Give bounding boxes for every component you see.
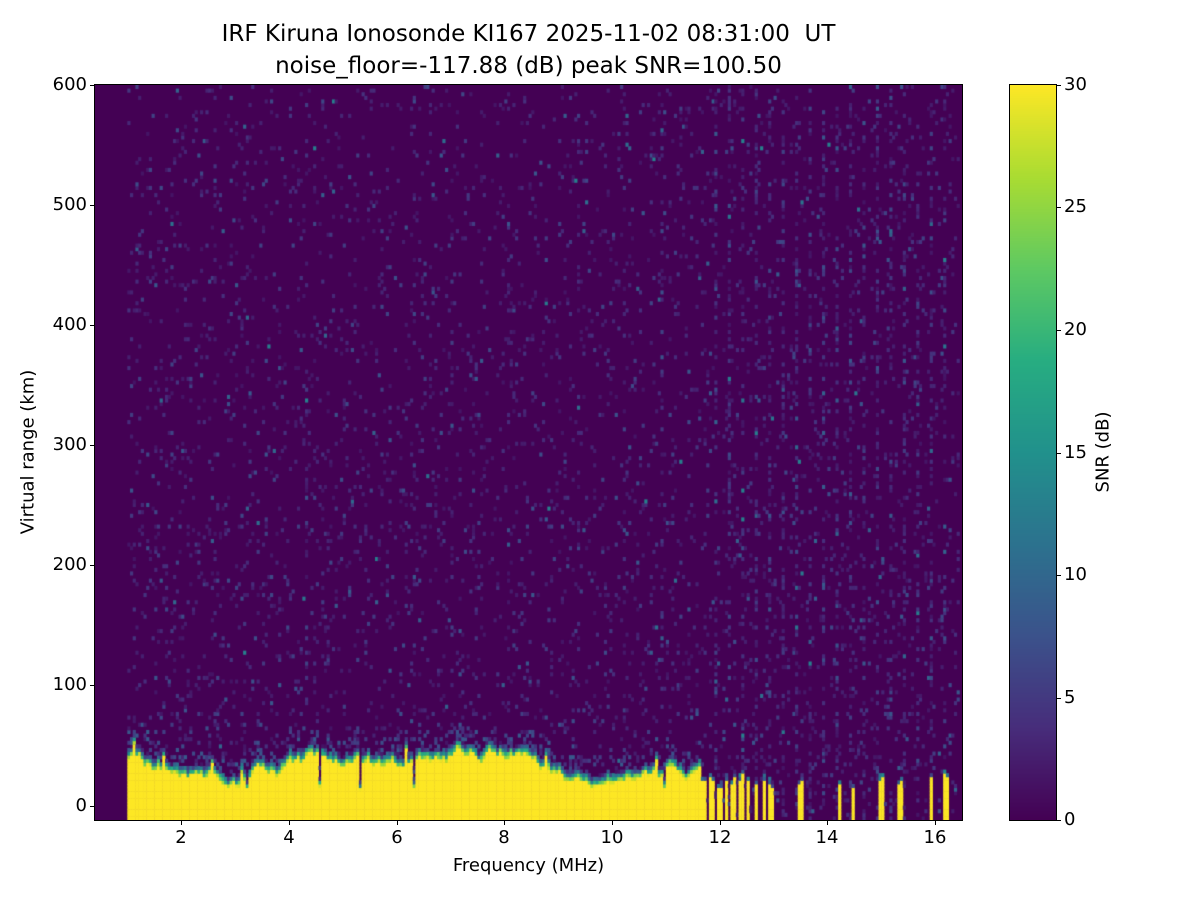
chart-title-block: IRF Kiruna Ionosonde KI167 2025-11-02 08… [95, 18, 962, 82]
x-tick-mark [289, 821, 290, 825]
y-tick-mark [90, 445, 94, 446]
y-tick-label: 600 [52, 74, 87, 95]
x-tick-label: 10 [600, 827, 624, 848]
y-tick-mark [90, 806, 94, 807]
ionogram-heatmap [94, 84, 963, 821]
x-tick-mark [827, 821, 828, 825]
colorbar-tick-label: 20 [1064, 319, 1087, 340]
y-axis-label: Virtual range (km) [17, 369, 39, 535]
colorbar-label: SNR (dB) [1092, 411, 1114, 493]
y-tick-label: 0 [75, 795, 87, 816]
x-tick-mark [397, 821, 398, 825]
x-tick-label: 4 [283, 827, 295, 848]
x-tick-mark [612, 821, 613, 825]
colorbar-tick-mark [1057, 453, 1061, 454]
x-tick-mark [720, 821, 721, 825]
y-tick-label: 400 [52, 314, 87, 335]
x-tick-label: 16 [923, 827, 947, 848]
x-tick-label: 8 [498, 827, 510, 848]
colorbar-tick-label: 30 [1064, 74, 1087, 95]
x-tick-label: 6 [391, 827, 403, 848]
x-tick-label: 2 [175, 827, 187, 848]
colorbar-tick-mark [1057, 207, 1061, 208]
y-tick-mark [90, 325, 94, 326]
y-tick-mark [90, 565, 94, 566]
y-tick-label: 100 [52, 674, 87, 695]
y-tick-mark [90, 685, 94, 686]
colorbar-tick-label: 0 [1064, 809, 1076, 830]
colorbar-tick-label: 5 [1064, 687, 1076, 708]
colorbar-tick-label: 10 [1064, 564, 1087, 585]
colorbar-tick-mark [1057, 820, 1061, 821]
colorbar-tick-label: 25 [1064, 196, 1087, 217]
y-tick-mark [90, 205, 94, 206]
x-axis-label: Frequency (MHz) [452, 855, 605, 876]
chart-subtitle: noise_floor=-117.88 (dB) peak SNR=100.50 [275, 53, 782, 79]
y-tick-label: 500 [52, 194, 87, 215]
y-tick-mark [90, 85, 94, 86]
y-tick-label: 200 [52, 554, 87, 575]
x-tick-mark [935, 821, 936, 825]
colorbar-gradient [1009, 84, 1057, 821]
colorbar-tick-label: 15 [1064, 442, 1087, 463]
colorbar-tick-mark [1057, 575, 1061, 576]
x-tick-label: 14 [815, 827, 839, 848]
x-tick-mark [181, 821, 182, 825]
colorbar-tick-mark [1057, 330, 1061, 331]
y-tick-label: 300 [52, 434, 87, 455]
chart-title: IRF Kiruna Ionosonde KI167 2025-11-02 08… [221, 21, 836, 47]
colorbar-tick-mark [1057, 85, 1061, 86]
x-tick-label: 12 [708, 827, 732, 848]
x-tick-mark [504, 821, 505, 825]
colorbar-tick-mark [1057, 698, 1061, 699]
